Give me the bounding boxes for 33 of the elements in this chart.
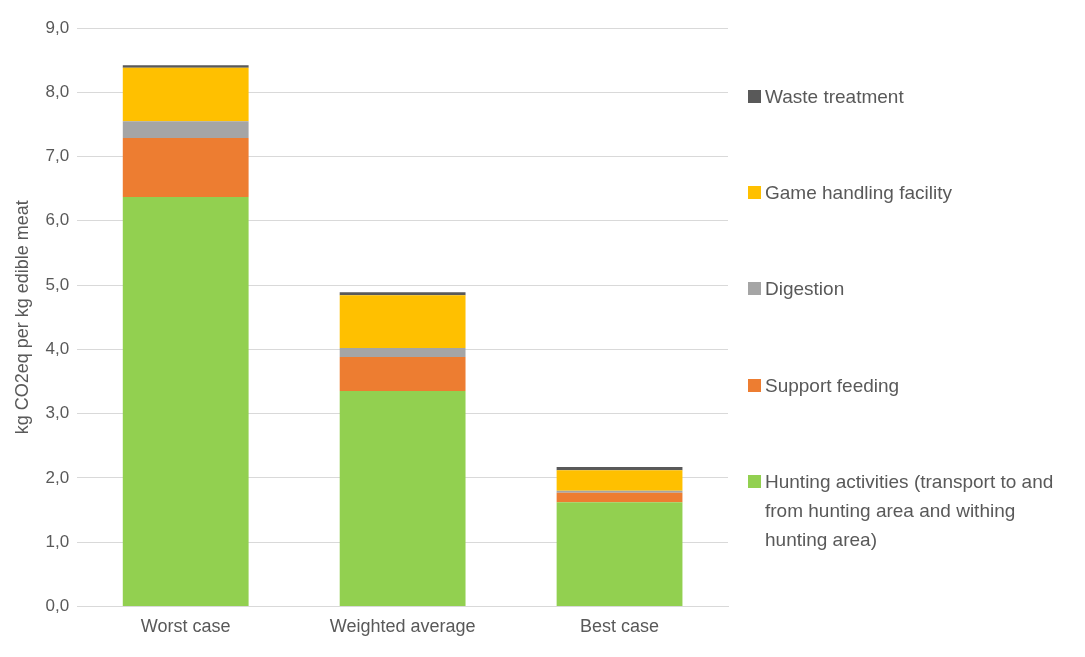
bar [122, 67, 249, 122]
y-tick-label: 6,0 [45, 210, 70, 230]
y-tick-label: 4,0 [45, 339, 70, 359]
bar [339, 348, 466, 358]
y-tick-label: 8,0 [45, 81, 70, 101]
x-tick-label: Best case [580, 616, 660, 637]
bar [122, 65, 249, 68]
y-tick-label: 3,0 [45, 403, 70, 423]
bar [122, 197, 249, 606]
y-tick-label: 7,0 [45, 146, 70, 166]
bar [339, 357, 466, 392]
bar [339, 391, 466, 606]
bar [556, 466, 683, 471]
bar [556, 492, 683, 503]
bar [339, 292, 466, 296]
legend-label: Game handling facility [765, 181, 952, 206]
y-tick-label: 1,0 [45, 531, 70, 551]
legend-label: Hunting activities (transport to and from hunting area and withing hunting area) [765, 470, 1055, 553]
x-tick-label: Worst case [140, 616, 231, 637]
bar [122, 137, 249, 198]
bar [556, 470, 683, 491]
bar [339, 295, 466, 349]
legend-label: Digestion [765, 277, 845, 302]
y-tick-label: 5,0 [45, 274, 70, 294]
y-tick-label: 0,0 [45, 596, 70, 616]
bar [122, 121, 249, 138]
y-tick-label: 9,0 [45, 17, 70, 37]
y-tick-label: 2,0 [45, 467, 70, 487]
legend-label: Waste treatment [765, 84, 904, 109]
legend-label: Support feeding [765, 373, 900, 398]
bar [556, 502, 683, 606]
y-axis-title: kg CO2eq per kg edible meat [11, 200, 32, 435]
x-tick-label: Weighted average [329, 616, 476, 637]
